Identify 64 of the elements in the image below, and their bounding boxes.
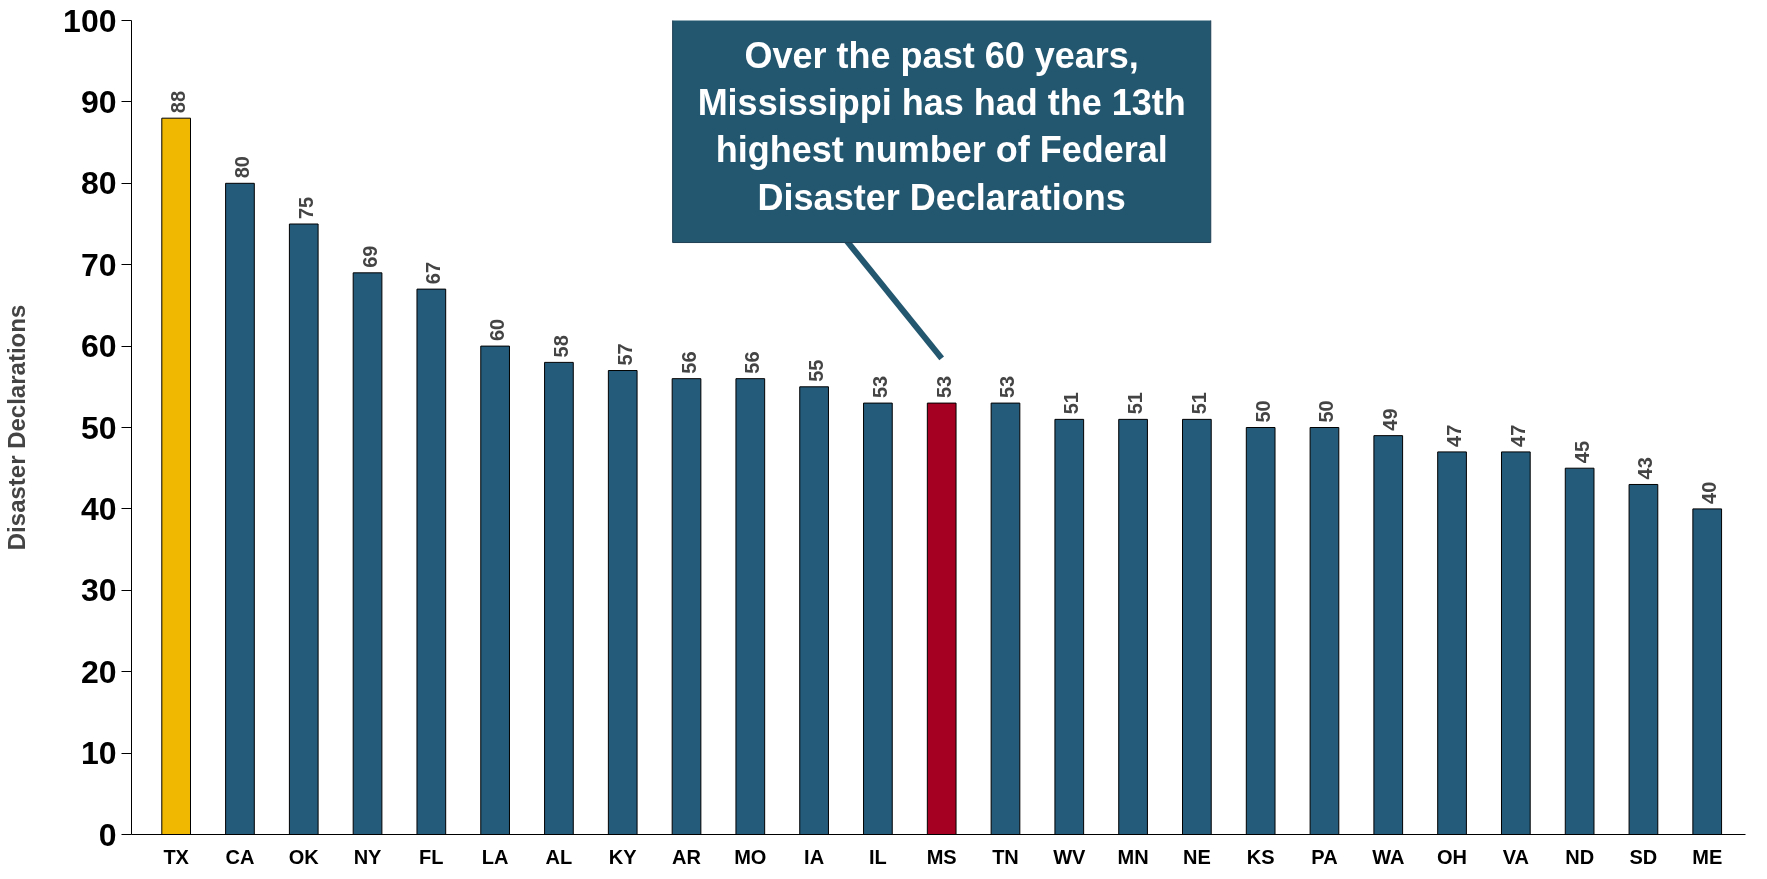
data-label: 53 bbox=[868, 375, 891, 399]
y-tick-label: 80 bbox=[80, 165, 117, 202]
x-tick-label: IA bbox=[804, 845, 825, 868]
data-label: 53 bbox=[996, 375, 1019, 399]
data-label: 47 bbox=[1443, 424, 1466, 447]
x-tick-label: TN bbox=[992, 845, 1019, 868]
y-axis-title: Disaster Declarations bbox=[757, 176, 1126, 218]
x-tick-label: PA bbox=[1311, 845, 1338, 868]
data-label: 56 bbox=[741, 351, 764, 374]
x-tick-label: OK bbox=[288, 845, 320, 868]
data-label: 50 bbox=[1315, 400, 1338, 423]
x-tick-label: ME bbox=[1692, 845, 1723, 868]
data-label: 75 bbox=[294, 196, 317, 219]
data-label: 47 bbox=[1506, 424, 1529, 447]
y-tick-label: 10 bbox=[80, 735, 117, 772]
x-tick-label: WV bbox=[1053, 845, 1087, 868]
y-tick-label: 20 bbox=[80, 653, 117, 690]
y-tick-label: 0 bbox=[98, 816, 117, 853]
data-label: 55 bbox=[805, 359, 828, 382]
x-tick-label: NE bbox=[1182, 845, 1211, 868]
x-tick-label: AL bbox=[545, 845, 573, 868]
y-tick-label: 30 bbox=[80, 572, 117, 609]
data-label: 49 bbox=[1379, 408, 1402, 431]
x-tick-label: SD bbox=[1629, 845, 1658, 868]
y-tick-label: 40 bbox=[80, 490, 117, 527]
data-label: 40 bbox=[1698, 481, 1721, 504]
x-tick-label: VA bbox=[1502, 845, 1529, 868]
x-tick-label: TX bbox=[163, 845, 190, 868]
data-label: 51 bbox=[1187, 392, 1210, 415]
x-tick-label: AR bbox=[672, 845, 702, 868]
data-label: 60 bbox=[486, 318, 509, 342]
data-label: 57 bbox=[613, 343, 636, 366]
data-label: 69 bbox=[358, 245, 381, 268]
x-tick-label: NY bbox=[353, 845, 383, 868]
data-label: 50 bbox=[1251, 400, 1274, 423]
data-label: 80 bbox=[230, 156, 253, 179]
x-tick-label: LA bbox=[481, 845, 509, 868]
data-label: 88 bbox=[167, 90, 190, 114]
x-tick-label: WA bbox=[1372, 845, 1405, 868]
data-label: 45 bbox=[1570, 440, 1593, 464]
x-tick-label: FL bbox=[419, 845, 444, 868]
x-tick-label: IL bbox=[869, 845, 887, 868]
data-label: 51 bbox=[1124, 392, 1147, 415]
x-tick-label: KS bbox=[1246, 845, 1275, 868]
x-tick-label: CA bbox=[225, 845, 255, 868]
data-label: 53 bbox=[932, 375, 955, 399]
x-tick-label: KY bbox=[608, 845, 638, 868]
data-label: 67 bbox=[422, 261, 445, 285]
text: Over the past 60 years, Mississippi has had the 13th highest number of Federal bbox=[697, 35, 1186, 171]
x-tick-label: ND bbox=[1565, 845, 1595, 868]
y-tick-label: 50 bbox=[80, 409, 117, 446]
x-tick-label: MO bbox=[734, 845, 767, 868]
y-tick-label: 60 bbox=[80, 328, 117, 365]
y-tick-label: 70 bbox=[80, 246, 117, 283]
y-tick-label: 90 bbox=[80, 83, 117, 120]
data-label: 43 bbox=[1634, 457, 1657, 480]
x-tick-label: MS bbox=[926, 845, 957, 868]
x-tick-label: MN bbox=[1117, 845, 1149, 868]
text: Disaster Declarations bbox=[3, 304, 31, 551]
data-label: 51 bbox=[1060, 392, 1083, 415]
data-label: 56 bbox=[677, 351, 700, 374]
data-label: 58 bbox=[549, 335, 572, 358]
x-tick-label: OH bbox=[1437, 845, 1468, 868]
y-tick-label: 100 bbox=[63, 2, 117, 39]
